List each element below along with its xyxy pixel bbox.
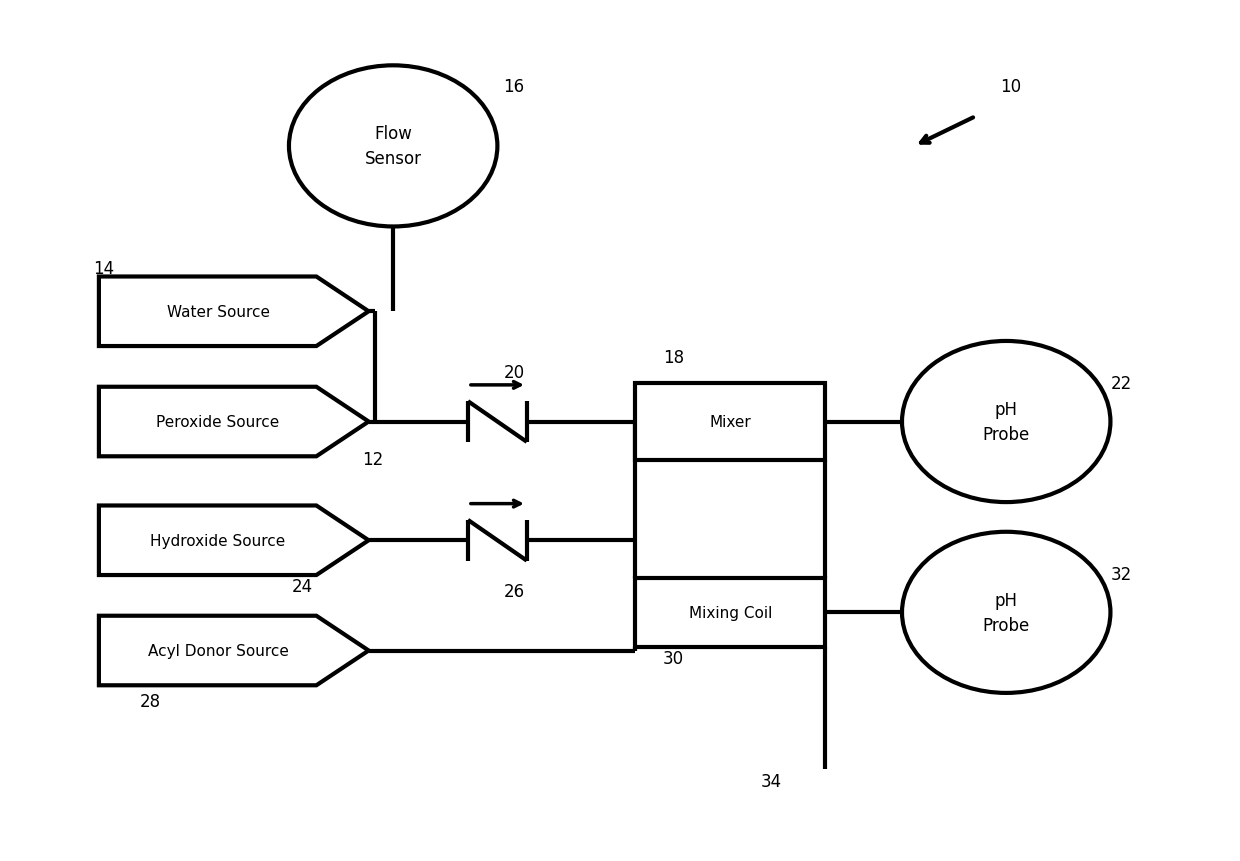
Text: 18: 18 — [663, 349, 684, 367]
Text: 22: 22 — [1111, 375, 1132, 393]
Text: Flow
Sensor: Flow Sensor — [365, 125, 422, 168]
Polygon shape — [99, 506, 368, 575]
Text: 20: 20 — [503, 363, 525, 381]
Ellipse shape — [901, 532, 1111, 693]
Text: 24: 24 — [291, 578, 312, 596]
Ellipse shape — [901, 342, 1111, 503]
Text: 30: 30 — [663, 650, 684, 667]
Bar — [635, 384, 826, 460]
Text: Peroxide Source: Peroxide Source — [156, 414, 280, 430]
Text: pH
Probe: pH Probe — [982, 400, 1030, 443]
Text: 28: 28 — [139, 692, 160, 710]
Text: Hydroxide Source: Hydroxide Source — [150, 533, 285, 548]
Text: 10: 10 — [1001, 77, 1022, 96]
Text: 12: 12 — [362, 450, 383, 468]
Text: Acyl Donor Source: Acyl Donor Source — [148, 643, 289, 659]
Text: 16: 16 — [503, 77, 525, 96]
Ellipse shape — [289, 66, 497, 227]
Bar — [635, 578, 826, 647]
Text: Water Source: Water Source — [166, 305, 269, 319]
Text: 26: 26 — [503, 582, 525, 600]
Text: Mixing Coil: Mixing Coil — [688, 605, 773, 620]
Text: 14: 14 — [93, 260, 114, 278]
Text: pH
Probe: pH Probe — [982, 592, 1030, 634]
Polygon shape — [99, 387, 368, 457]
Polygon shape — [99, 277, 368, 347]
Polygon shape — [99, 616, 368, 685]
Text: Mixer: Mixer — [709, 414, 751, 430]
Text: 34: 34 — [761, 772, 782, 790]
Text: 32: 32 — [1111, 565, 1132, 583]
